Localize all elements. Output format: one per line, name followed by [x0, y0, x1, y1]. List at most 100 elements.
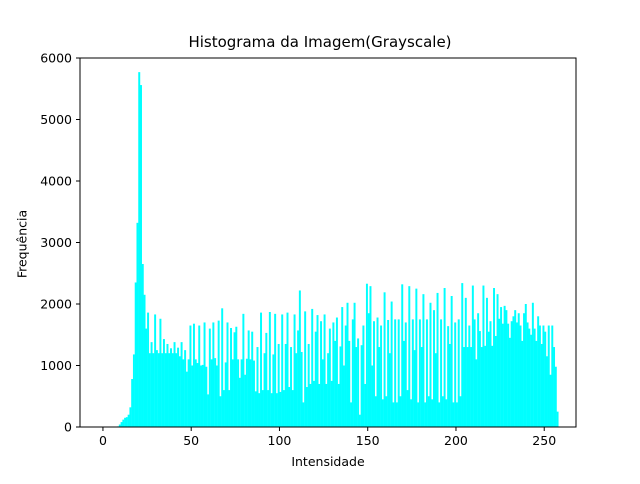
x-axis-label: Intensidade — [291, 454, 365, 469]
histogram-bar — [517, 313, 520, 427]
histogram-bar — [433, 310, 435, 427]
histogram-bar — [394, 319, 397, 428]
histogram-bar — [367, 313, 370, 427]
histogram-bar — [175, 353, 178, 427]
histogram-bar — [463, 347, 465, 427]
histogram-bar — [494, 335, 497, 427]
histogram-bar — [194, 359, 197, 427]
histogram-bar — [455, 402, 458, 427]
histogram-bar — [403, 340, 405, 427]
histogram-bar — [348, 340, 351, 427]
histogram-bar — [203, 322, 206, 427]
histogram-bar — [406, 390, 409, 427]
histogram-bar — [521, 340, 524, 427]
histogram-bar — [125, 417, 128, 427]
y-tick-label: 3000 — [40, 235, 72, 250]
histogram-bar — [247, 330, 250, 427]
histogram-bar — [245, 358, 248, 427]
histogram-bar — [302, 402, 305, 427]
histogram-bar — [131, 379, 134, 427]
histogram-bar — [438, 402, 441, 427]
histogram-bar — [205, 366, 208, 427]
histogram-bar — [215, 365, 218, 427]
histogram-bar — [208, 328, 211, 427]
histogram-bar — [316, 315, 319, 427]
x-tick-label: 250 — [532, 433, 556, 448]
histogram-bar — [228, 390, 231, 427]
histogram-bar — [544, 331, 547, 427]
histogram-bar — [187, 359, 190, 427]
histogram-bar — [314, 331, 317, 427]
histogram-bar — [452, 402, 455, 427]
histogram-bar — [549, 374, 552, 427]
histogram-bar — [556, 411, 559, 428]
histogram-bar — [265, 332, 268, 427]
histogram-bar — [473, 319, 476, 428]
histogram-bar — [191, 365, 194, 427]
histogram-bar — [320, 321, 323, 427]
histogram-bar — [200, 365, 202, 427]
histogram-bar — [395, 402, 398, 427]
histogram-bar — [132, 354, 135, 427]
histogram-bar — [413, 350, 416, 428]
histogram-bar — [411, 319, 414, 428]
histogram-bar — [233, 332, 236, 427]
histogram-bar — [254, 391, 257, 427]
histogram-bar — [334, 340, 337, 427]
histogram-bar — [170, 348, 172, 427]
histogram-bar — [298, 290, 301, 427]
histogram-bar — [475, 359, 478, 427]
histogram-bar — [184, 350, 187, 428]
histogram-bar — [524, 304, 527, 427]
histogram-bar — [515, 322, 518, 427]
histogram-bar — [344, 325, 347, 427]
histogram-bar — [335, 317, 338, 427]
histogram-bar — [351, 319, 354, 428]
histogram-bar — [450, 296, 453, 427]
histogram-bar — [152, 353, 155, 427]
histogram-bar — [487, 331, 490, 427]
histogram-bar — [355, 347, 358, 427]
histogram-bar — [535, 340, 538, 427]
histogram-bar — [168, 353, 171, 427]
histogram-bars — [117, 72, 559, 428]
histogram-bar — [470, 347, 473, 427]
histogram-bar — [493, 288, 496, 427]
histogram-bar — [519, 325, 522, 427]
histogram-bar — [231, 359, 234, 427]
histogram-bar — [244, 374, 247, 427]
histogram-bar — [201, 364, 204, 427]
y-tick-label: 2000 — [40, 297, 72, 312]
histogram-bar — [240, 359, 243, 427]
histogram-bar — [192, 323, 195, 427]
histogram-bar — [217, 320, 220, 427]
x-tick-label: 100 — [268, 433, 292, 448]
histogram-bar — [162, 339, 165, 427]
histogram-bar — [374, 396, 377, 427]
histogram-bar — [358, 414, 361, 427]
histogram-bar — [461, 283, 464, 427]
histogram-bar — [537, 316, 540, 427]
histogram-bar — [120, 422, 123, 427]
histogram-bar — [415, 288, 418, 428]
histogram-bar — [512, 316, 515, 427]
histogram-bar — [155, 350, 158, 428]
histogram-bar — [307, 343, 310, 427]
histogram-bar — [341, 307, 344, 427]
histogram-bar — [318, 383, 321, 427]
histogram-bar — [337, 383, 340, 427]
histogram-bar — [454, 322, 457, 427]
histogram-bar — [284, 343, 287, 427]
histogram-bar — [387, 319, 390, 427]
x-tick-label: 200 — [444, 433, 468, 448]
histogram-bar — [466, 347, 469, 427]
histogram-bar — [145, 328, 148, 427]
histogram-bar — [164, 353, 167, 427]
histogram-bar — [249, 359, 252, 427]
x-tick-label: 50 — [183, 433, 199, 448]
histogram-bar — [323, 314, 326, 427]
histogram-bar — [221, 308, 224, 427]
histogram-bar — [293, 314, 296, 427]
histogram-bar — [161, 353, 164, 427]
histogram-bar — [212, 322, 215, 427]
